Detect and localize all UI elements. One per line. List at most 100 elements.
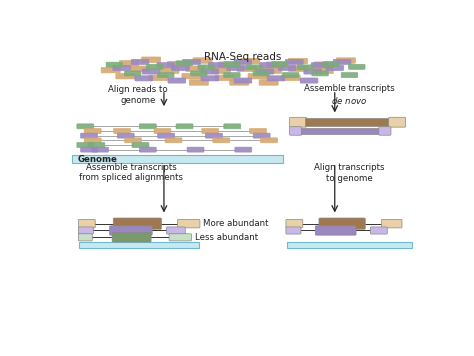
FancyBboxPatch shape (154, 129, 171, 134)
FancyBboxPatch shape (379, 127, 391, 135)
FancyBboxPatch shape (286, 219, 303, 228)
Text: RNA-Seq reads: RNA-Seq reads (204, 52, 282, 62)
FancyBboxPatch shape (312, 71, 328, 76)
FancyBboxPatch shape (158, 133, 174, 138)
FancyBboxPatch shape (78, 234, 92, 241)
FancyBboxPatch shape (263, 68, 282, 73)
FancyBboxPatch shape (149, 75, 168, 80)
FancyBboxPatch shape (283, 73, 299, 78)
FancyBboxPatch shape (253, 133, 270, 138)
FancyBboxPatch shape (336, 58, 356, 63)
FancyBboxPatch shape (205, 133, 222, 138)
FancyBboxPatch shape (77, 124, 94, 129)
FancyBboxPatch shape (55, 39, 431, 320)
FancyBboxPatch shape (189, 80, 209, 85)
FancyBboxPatch shape (168, 78, 186, 83)
FancyBboxPatch shape (193, 58, 212, 63)
FancyBboxPatch shape (125, 71, 141, 76)
FancyBboxPatch shape (370, 227, 387, 234)
FancyBboxPatch shape (81, 147, 98, 152)
FancyBboxPatch shape (289, 66, 308, 72)
FancyBboxPatch shape (131, 59, 149, 64)
FancyBboxPatch shape (333, 59, 351, 64)
Bar (72, 155, 283, 163)
FancyBboxPatch shape (290, 127, 301, 135)
FancyBboxPatch shape (382, 219, 402, 228)
FancyBboxPatch shape (281, 75, 300, 80)
Bar (80, 242, 199, 248)
FancyBboxPatch shape (176, 61, 192, 66)
FancyBboxPatch shape (172, 66, 189, 70)
FancyBboxPatch shape (267, 76, 285, 81)
FancyBboxPatch shape (178, 219, 200, 228)
FancyBboxPatch shape (201, 76, 219, 81)
FancyBboxPatch shape (224, 124, 241, 129)
FancyBboxPatch shape (78, 227, 93, 234)
FancyBboxPatch shape (109, 226, 152, 235)
FancyBboxPatch shape (77, 142, 94, 147)
FancyBboxPatch shape (289, 58, 308, 64)
FancyBboxPatch shape (201, 69, 219, 74)
FancyBboxPatch shape (266, 62, 285, 67)
FancyBboxPatch shape (130, 66, 150, 72)
FancyBboxPatch shape (315, 226, 356, 235)
Text: Less abundant: Less abundant (195, 233, 258, 242)
FancyBboxPatch shape (198, 65, 214, 70)
FancyBboxPatch shape (106, 62, 123, 67)
FancyBboxPatch shape (202, 129, 219, 134)
FancyBboxPatch shape (249, 129, 266, 134)
FancyBboxPatch shape (227, 66, 245, 70)
Text: Align transcripts
to genome: Align transcripts to genome (314, 163, 385, 183)
FancyBboxPatch shape (278, 66, 296, 70)
Bar (305, 118, 390, 126)
FancyBboxPatch shape (114, 129, 130, 134)
FancyBboxPatch shape (191, 71, 207, 76)
FancyBboxPatch shape (88, 142, 105, 147)
FancyBboxPatch shape (300, 78, 318, 83)
FancyBboxPatch shape (116, 73, 135, 79)
FancyBboxPatch shape (78, 219, 95, 228)
Text: More abundant: More abundant (203, 219, 269, 228)
FancyBboxPatch shape (142, 69, 160, 74)
FancyBboxPatch shape (81, 133, 98, 138)
FancyBboxPatch shape (215, 75, 234, 80)
FancyBboxPatch shape (182, 73, 201, 79)
FancyBboxPatch shape (166, 227, 185, 234)
FancyBboxPatch shape (135, 76, 153, 81)
FancyBboxPatch shape (389, 117, 406, 127)
FancyBboxPatch shape (224, 73, 240, 78)
FancyBboxPatch shape (304, 69, 321, 74)
FancyBboxPatch shape (297, 65, 314, 70)
FancyBboxPatch shape (311, 63, 329, 68)
FancyBboxPatch shape (253, 71, 270, 76)
FancyBboxPatch shape (326, 66, 344, 70)
FancyBboxPatch shape (176, 124, 193, 129)
FancyBboxPatch shape (139, 124, 156, 129)
FancyBboxPatch shape (157, 63, 174, 68)
FancyBboxPatch shape (314, 62, 333, 67)
FancyBboxPatch shape (237, 66, 256, 72)
FancyBboxPatch shape (209, 63, 226, 68)
FancyBboxPatch shape (169, 234, 191, 241)
FancyBboxPatch shape (211, 68, 230, 73)
FancyBboxPatch shape (139, 147, 156, 152)
FancyBboxPatch shape (113, 218, 161, 229)
FancyBboxPatch shape (241, 58, 260, 64)
Text: Align reads to
genome: Align reads to genome (109, 85, 168, 105)
FancyBboxPatch shape (260, 63, 277, 68)
FancyBboxPatch shape (286, 227, 301, 234)
FancyBboxPatch shape (125, 138, 142, 143)
FancyBboxPatch shape (290, 117, 307, 127)
FancyBboxPatch shape (341, 73, 358, 78)
FancyBboxPatch shape (157, 73, 174, 78)
FancyBboxPatch shape (160, 68, 179, 73)
Text: Assemble transcripts
$\it{de\ novo}$: Assemble transcripts $\it{de\ novo}$ (304, 84, 395, 106)
FancyBboxPatch shape (259, 80, 278, 85)
FancyBboxPatch shape (248, 73, 267, 79)
FancyBboxPatch shape (235, 147, 252, 152)
FancyBboxPatch shape (112, 233, 151, 242)
FancyBboxPatch shape (285, 59, 303, 64)
FancyBboxPatch shape (348, 64, 365, 69)
FancyBboxPatch shape (256, 69, 274, 74)
Text: Genome: Genome (78, 155, 118, 164)
